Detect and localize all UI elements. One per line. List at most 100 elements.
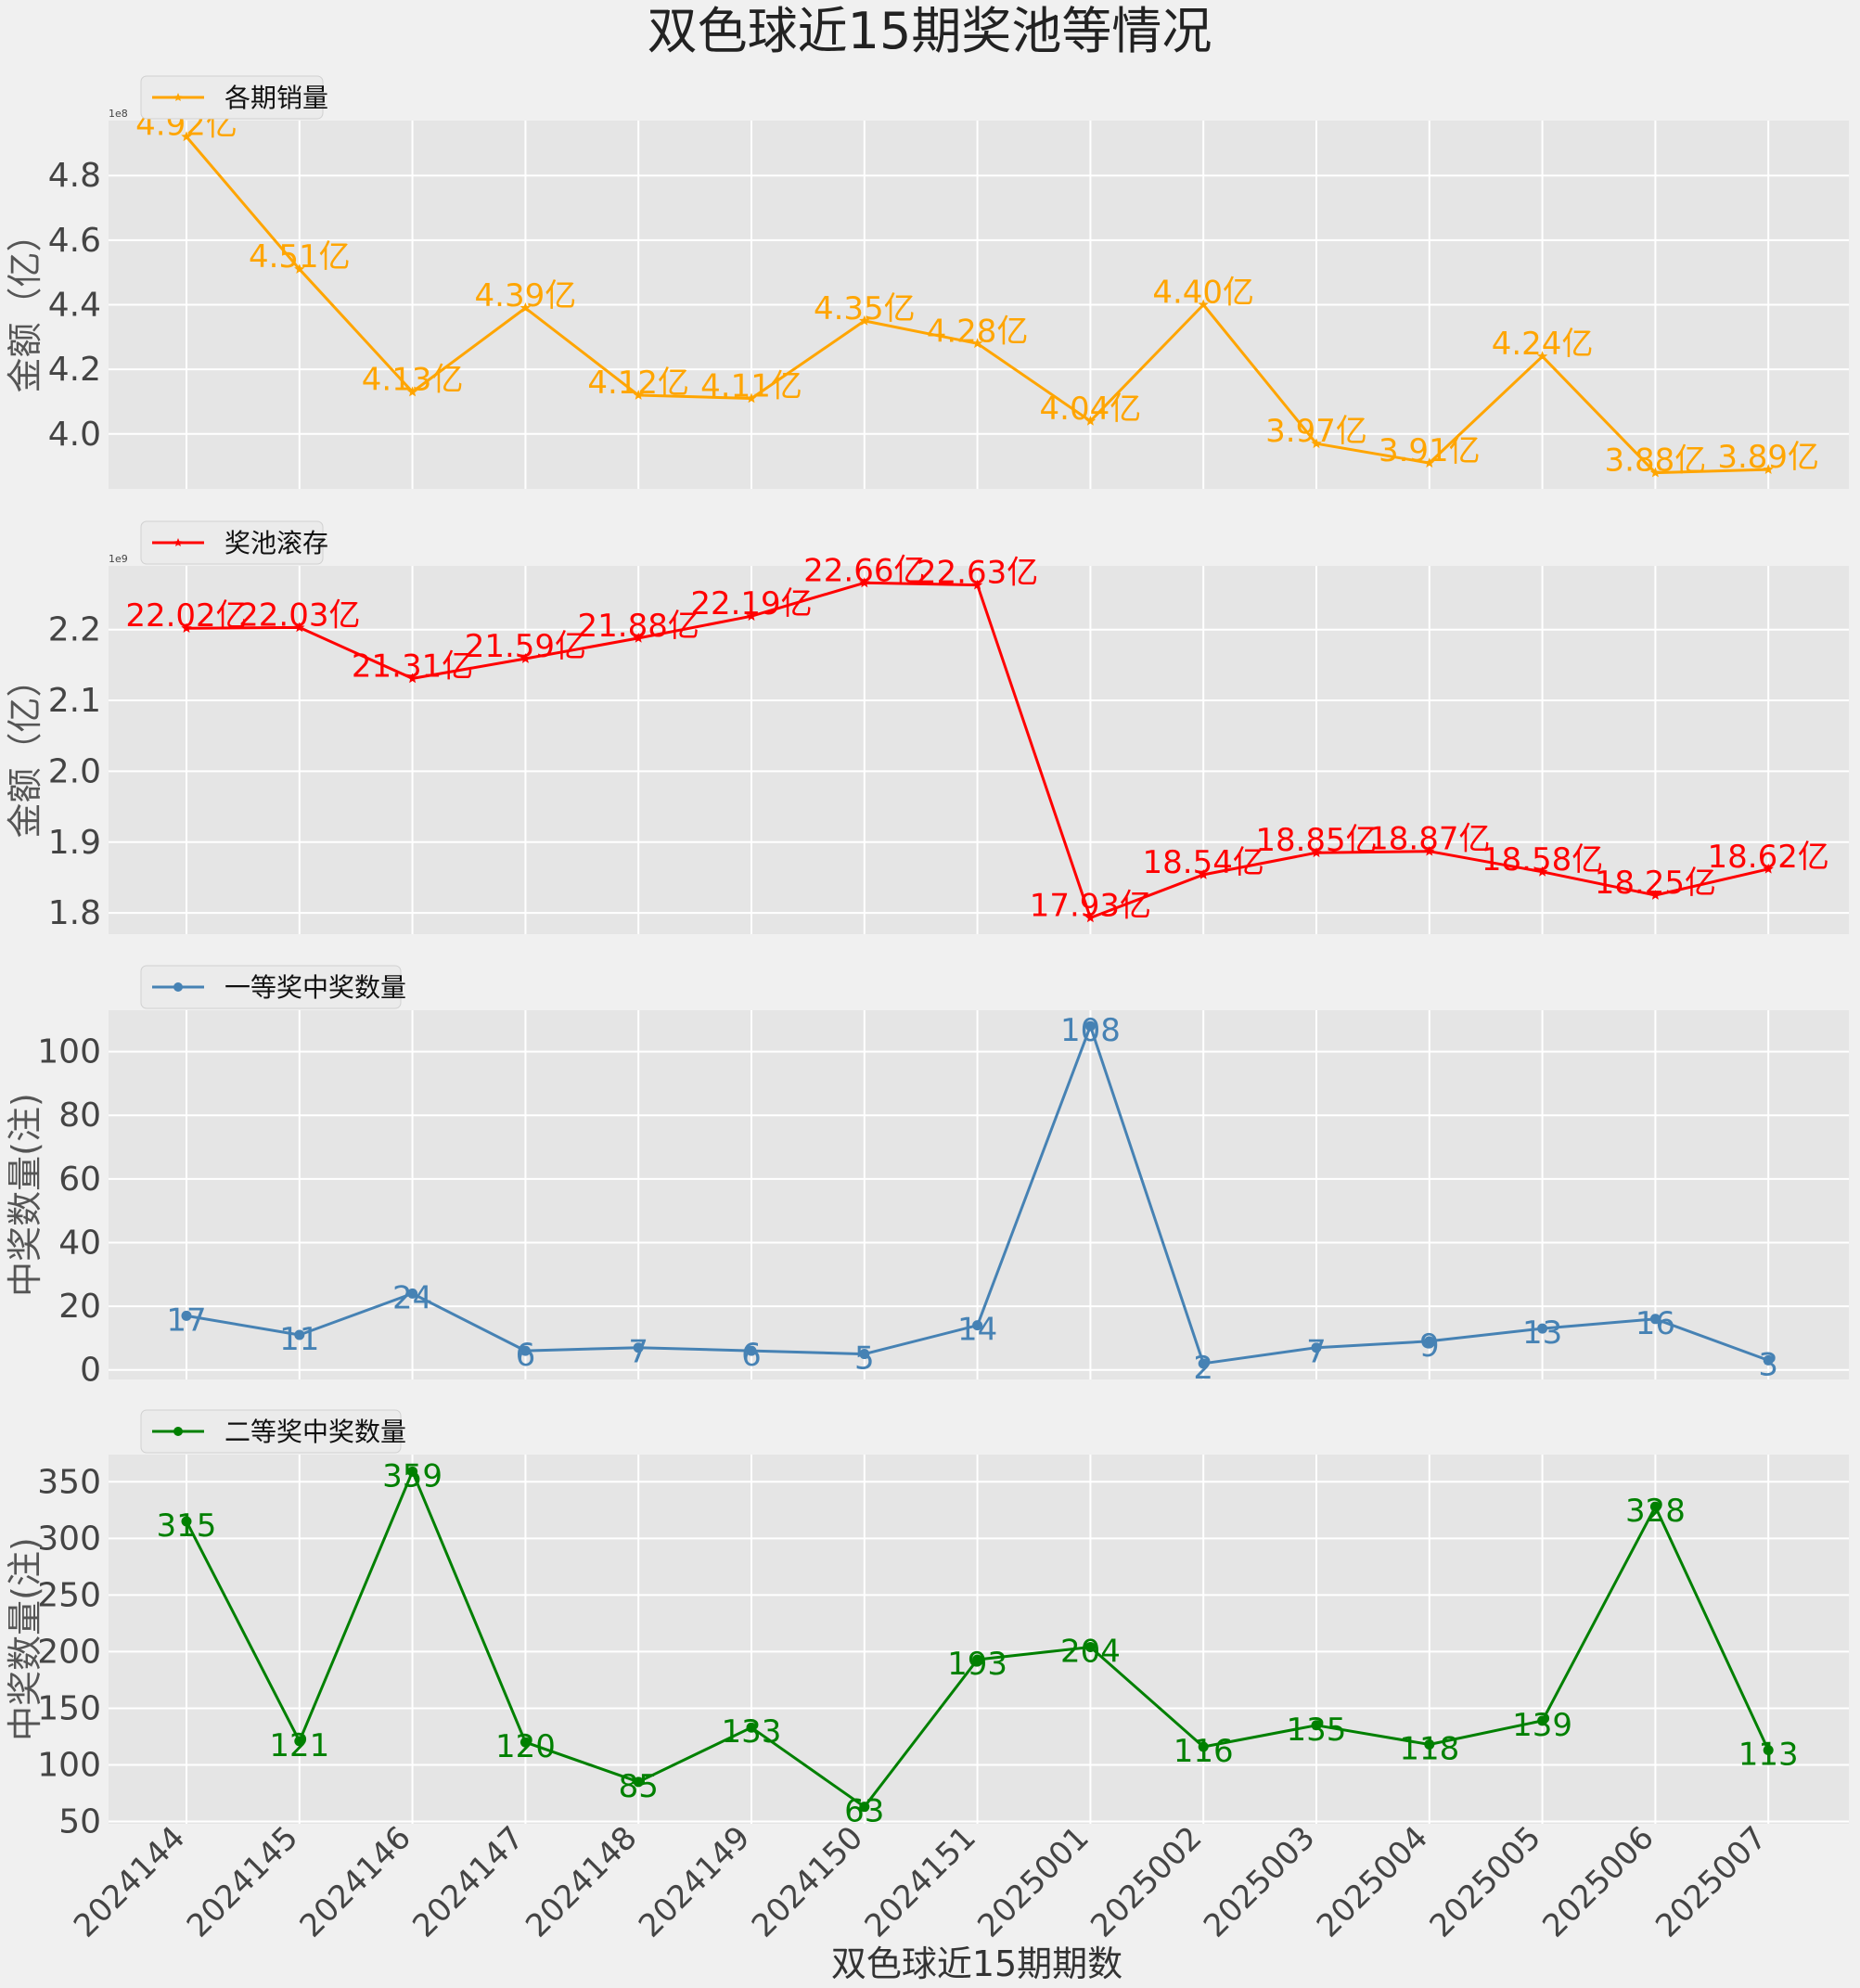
data-label: 6	[516, 1337, 536, 1374]
data-point	[1649, 1501, 1661, 1512]
data-label: 13	[1522, 1315, 1562, 1352]
data-point	[1536, 866, 1548, 877]
data-label: 4.28亿	[927, 313, 1029, 350]
data-point	[1084, 1020, 1096, 1032]
data-label: 7	[628, 1334, 648, 1371]
data-point	[633, 1776, 644, 1788]
data-point	[1536, 351, 1548, 362]
data-label: 18.62亿	[1708, 839, 1829, 876]
plot-area	[109, 566, 1849, 934]
data-label: 120	[495, 1728, 556, 1765]
data-point	[1311, 847, 1322, 858]
data-point	[746, 392, 757, 404]
y-tick-label: 0	[80, 1352, 101, 1390]
data-label: 22.03亿	[238, 596, 360, 634]
data-label: 18.54亿	[1143, 844, 1264, 881]
data-point	[520, 302, 532, 313]
y-axis-label: 金额（亿）	[5, 661, 45, 838]
x-tick-label: 2025002	[1084, 1819, 1209, 1944]
data-point	[972, 1654, 983, 1665]
y-tick-label: 350	[37, 1463, 101, 1501]
data-point	[1311, 438, 1322, 449]
data-label: 121	[269, 1727, 329, 1764]
data-point	[1424, 845, 1435, 856]
data-point	[1084, 415, 1097, 426]
data-label: 22.02亿	[125, 597, 247, 635]
data-point	[1311, 1720, 1322, 1731]
data-label: 21.31亿	[352, 648, 473, 685]
panel-3: 0 20 40 60 80 100 中奖数量(注) 17 11 24 6 7 6 5 14 108 2 7 9 13 1…	[5, 965, 1849, 1390]
data-point	[1198, 1741, 1209, 1752]
x-axis-label: 双色球近15期期数	[831, 1943, 1122, 1984]
data-label: 24	[392, 1279, 432, 1316]
legend-box	[140, 520, 324, 565]
data-point	[407, 1466, 418, 1477]
data-label: 4.24亿	[1492, 326, 1594, 363]
data-point	[181, 1310, 192, 1321]
x-tick-label: 2025001	[970, 1819, 1096, 1944]
data-point	[1537, 1715, 1548, 1726]
y-tick-label: 4.4	[48, 287, 101, 325]
data-point	[633, 632, 644, 643]
data-point	[1649, 890, 1661, 900]
y-tick-label: 2.2	[48, 611, 101, 649]
y-tick-label: 200	[37, 1633, 101, 1671]
data-label: 18.25亿	[1595, 865, 1716, 902]
data-label: 116	[1174, 1733, 1234, 1770]
data-label: 2	[1193, 1350, 1213, 1387]
x-tick-label: 2024148	[519, 1819, 644, 1944]
y-tick-label: 1.9	[48, 824, 101, 862]
data-point	[1198, 868, 1209, 879]
data-label: 3	[1758, 1346, 1778, 1383]
legend-label: 二等奖中奖数量	[224, 1417, 406, 1447]
data-point	[859, 314, 870, 326]
data-label: 108	[1060, 1012, 1121, 1049]
y-axis-label: 金额（亿）	[5, 216, 45, 392]
y-tick-label: 250	[37, 1576, 101, 1614]
data-label: 328	[1625, 1493, 1686, 1530]
legend-label: 一等奖中奖数量	[224, 972, 406, 1003]
x-tick-label: 2024150	[745, 1819, 870, 1944]
legend-label: 各期销量	[224, 83, 328, 113]
data-label: 133	[722, 1713, 782, 1751]
data-point	[1084, 1642, 1096, 1653]
data-label: 3.88亿	[1605, 442, 1707, 480]
data-point	[181, 131, 192, 142]
data-point	[520, 653, 532, 663]
y-tick-label: 80	[58, 1097, 101, 1135]
data-label: 3.97亿	[1265, 413, 1367, 450]
data-point	[1424, 1336, 1435, 1347]
y-tick-label: 4.6	[48, 222, 101, 260]
data-label: 359	[382, 1457, 443, 1494]
legend: 各期销量	[140, 75, 328, 120]
data-label: 4.13亿	[362, 362, 464, 399]
data-point	[181, 622, 192, 633]
legend-marker	[173, 982, 183, 992]
legend: 二等奖中奖数量	[140, 1409, 406, 1454]
y-tick-label: 4.8	[48, 157, 101, 195]
data-point	[1763, 863, 1774, 874]
data-point	[294, 1329, 305, 1340]
data-point	[294, 263, 305, 274]
legend-box	[140, 1409, 402, 1454]
data-point	[1424, 1739, 1435, 1751]
data-label: 17	[166, 1302, 206, 1339]
data-point	[1537, 1323, 1548, 1334]
data-label: 135	[1287, 1712, 1347, 1749]
y-tick-label: 2.0	[48, 752, 101, 790]
data-label: 315	[157, 1507, 217, 1545]
x-tick-label: 2025007	[1648, 1819, 1774, 1944]
legend-box	[140, 965, 402, 1009]
data-point	[406, 386, 418, 397]
data-point	[407, 1288, 418, 1299]
data-label: 85	[619, 1768, 659, 1805]
data-label: 6	[741, 1337, 762, 1374]
y-tick-label: 4.2	[48, 351, 101, 389]
data-label: 17.93亿	[1030, 887, 1151, 924]
data-point	[859, 1349, 870, 1360]
data-label: 4.04亿	[1040, 391, 1142, 428]
plot-area	[109, 1455, 1849, 1824]
data-label: 3.91亿	[1379, 432, 1481, 469]
